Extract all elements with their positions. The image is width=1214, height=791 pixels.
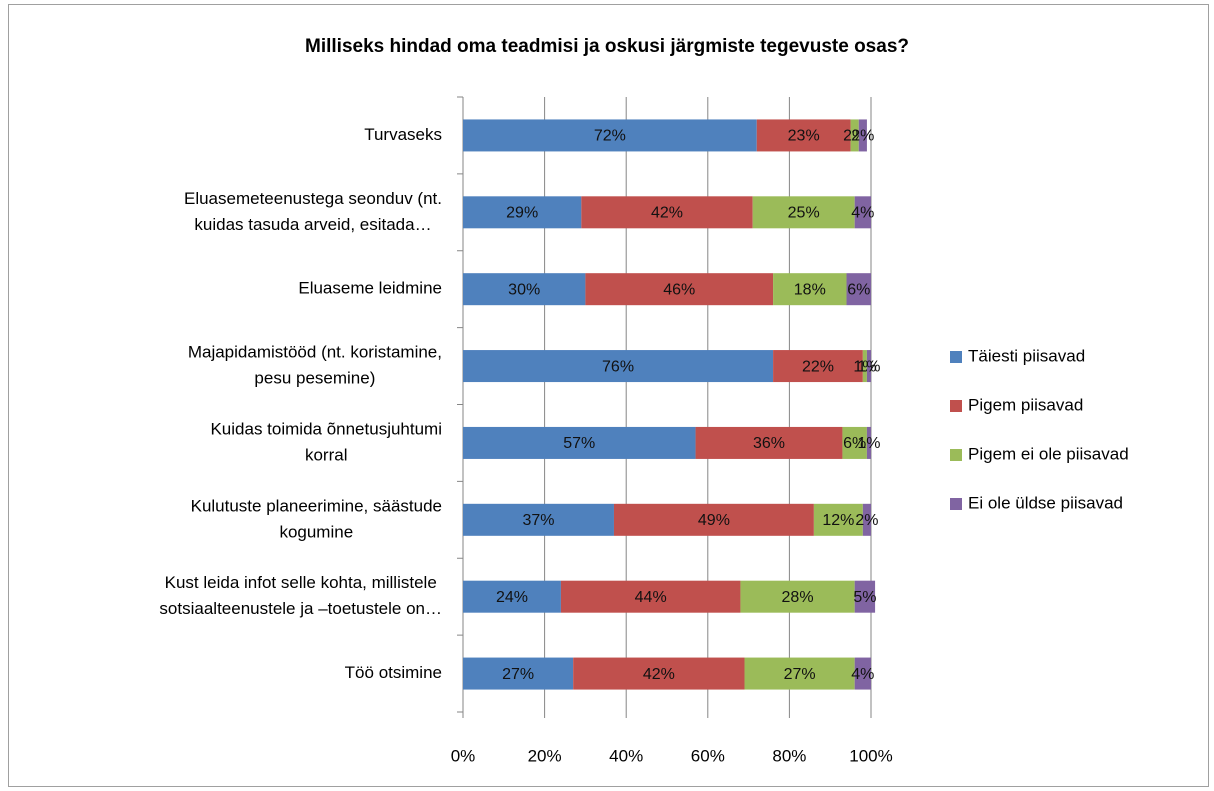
bar-segment [866, 426, 871, 459]
x-tick-label: 80% [772, 746, 806, 765]
y-tick-label: Kulutuste planeerimine, säästude [191, 496, 442, 515]
data-label: 37% [522, 512, 554, 529]
bar-segment [463, 503, 614, 536]
bar-segment [463, 657, 574, 690]
y-tick-label: Kust leida infot selle kohta, millistele [165, 573, 437, 592]
legend-swatch [950, 449, 962, 461]
x-tick-label: 40% [609, 746, 643, 765]
legend-swatch [950, 400, 962, 412]
data-label: 22% [802, 358, 834, 375]
bar-segment [463, 580, 561, 613]
data-label: 12% [822, 512, 854, 529]
bar-segment [573, 657, 745, 690]
bar-segment [846, 273, 871, 306]
bar-segment [463, 426, 696, 459]
data-label: 1% [857, 358, 880, 375]
bar-segment [463, 350, 774, 383]
bar-segment [613, 503, 814, 536]
bar-segment [773, 350, 863, 383]
bar-segment [695, 426, 843, 459]
y-tick-label: Majapidamistööd (nt. koristamine, [188, 343, 442, 362]
x-tick-label: 20% [528, 746, 562, 765]
data-label: 6% [843, 435, 866, 452]
data-label: 42% [651, 205, 683, 222]
data-label: 2% [851, 128, 874, 145]
bar-segment [752, 196, 855, 229]
bar-segment [463, 273, 586, 306]
bar-segment [862, 503, 871, 536]
y-tick-label: Kuidas toimida õnnetusjuhtumi [210, 419, 442, 438]
bar-segment [842, 426, 867, 459]
bar-segment [854, 657, 871, 690]
bar-segment [854, 580, 876, 613]
bar-segment [773, 273, 847, 306]
y-tick-label: pesu pesemine) [254, 369, 375, 388]
x-tick-label: 100% [849, 746, 892, 765]
x-tick-label: 0% [451, 746, 476, 765]
bar-segment [854, 196, 871, 229]
y-tick-label: sotsiaalteenustele ja –toetustele on… [159, 599, 442, 618]
y-tick-label: Eluaseme leidmine [298, 279, 442, 298]
bar-segment [862, 350, 867, 383]
data-label: 4% [851, 666, 874, 683]
data-label: 76% [602, 358, 634, 375]
data-label: 25% [788, 205, 820, 222]
bar-segment [740, 580, 855, 613]
y-tick-label: Töö otsimine [345, 663, 442, 682]
bar-segment [560, 580, 741, 613]
bar-segment [866, 350, 871, 383]
data-label: 46% [663, 281, 695, 298]
data-label: 36% [753, 435, 785, 452]
y-tick-label: kogumine [279, 522, 353, 541]
data-label: 30% [508, 281, 540, 298]
x-tick-label: 60% [691, 746, 725, 765]
bar-segment [585, 273, 774, 306]
y-tick-label: kuidas tasuda arveid, esitada… [194, 215, 431, 234]
bar-segment [756, 119, 851, 152]
chart-title: Milliseks hindad oma teadmisi ja oskusi … [305, 36, 909, 57]
legend-swatch [950, 498, 962, 510]
legend-label: Pigem piisavad [968, 395, 1083, 414]
data-label: 42% [643, 666, 675, 683]
y-tick-label: Turvaseks [364, 125, 442, 144]
legend-label: Pigem ei ole piisavad [968, 444, 1129, 463]
bar-segment [463, 196, 582, 229]
data-label: 18% [794, 281, 826, 298]
data-label: 1% [857, 435, 880, 452]
bar-segment [813, 503, 863, 536]
data-label: 27% [784, 666, 816, 683]
data-label: 27% [502, 666, 534, 683]
bar-segment [850, 119, 859, 152]
data-label: 5% [853, 589, 876, 606]
legend-label: Ei ole üldse piisavad [968, 493, 1123, 512]
y-tick-label: korral [305, 445, 348, 464]
legend-swatch [950, 351, 962, 363]
y-tick-label: Eluasemeteenustega seonduv (nt. [184, 189, 442, 208]
data-label: 24% [496, 589, 528, 606]
bar-segment [581, 196, 753, 229]
data-label: 2% [855, 512, 878, 529]
data-label: 49% [698, 512, 730, 529]
legend-label: Täiesti piisavad [968, 346, 1085, 365]
data-label: 4% [851, 205, 874, 222]
data-label: 28% [782, 589, 814, 606]
data-label: 29% [506, 205, 538, 222]
bar-segment [463, 119, 757, 152]
data-label: 57% [563, 435, 595, 452]
data-label: 23% [788, 128, 820, 145]
data-label: 44% [635, 589, 667, 606]
data-label: 6% [847, 281, 870, 298]
data-label: 72% [594, 128, 626, 145]
bar-segment [744, 657, 855, 690]
bar-segment [858, 119, 867, 152]
